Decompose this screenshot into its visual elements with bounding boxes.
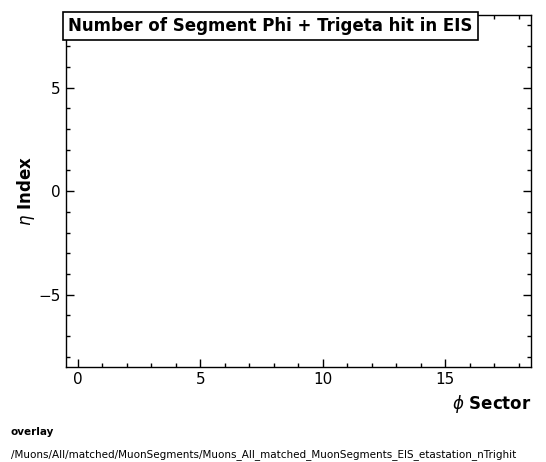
Text: /Muons/All/matched/MuonSegments/Muons_All_matched_MuonSegments_EIS_etastation_nT: /Muons/All/matched/MuonSegments/Muons_Al… <box>11 449 516 460</box>
Text: overlay: overlay <box>11 426 54 437</box>
Y-axis label: $\eta$ Index: $\eta$ Index <box>15 156 37 226</box>
Text: Number of Segment Phi + Trigeta hit in EIS: Number of Segment Phi + Trigeta hit in E… <box>68 17 473 35</box>
X-axis label: $\phi$ Sector: $\phi$ Sector <box>452 393 531 415</box>
